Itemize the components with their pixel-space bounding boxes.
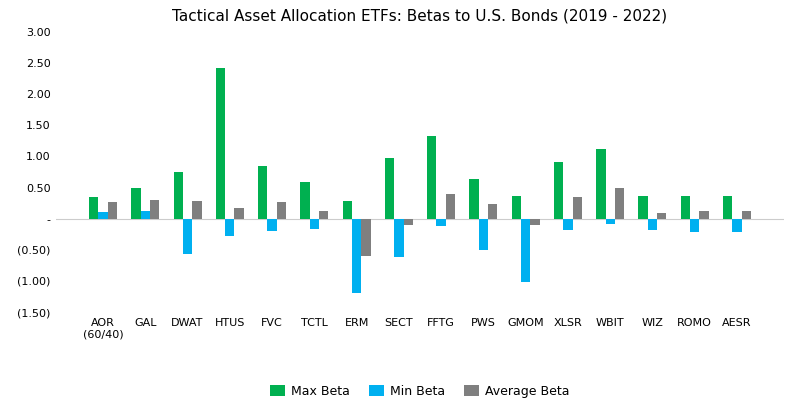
Bar [267, 219, 277, 231]
Bar [234, 208, 244, 219]
Bar [385, 158, 394, 219]
Bar [192, 201, 202, 219]
Bar [394, 219, 403, 257]
Bar [310, 219, 319, 229]
Bar [732, 219, 742, 232]
Bar [596, 149, 606, 219]
Bar [216, 68, 225, 219]
Bar [563, 219, 573, 230]
Bar [742, 211, 751, 219]
Bar [437, 219, 446, 226]
Bar [98, 212, 108, 219]
Bar [141, 210, 150, 219]
Bar [606, 219, 615, 224]
Bar [554, 162, 563, 219]
Bar [470, 180, 478, 219]
Bar [573, 197, 582, 219]
Bar [89, 197, 98, 219]
Bar [657, 213, 666, 219]
Bar [681, 196, 690, 219]
Bar [342, 201, 352, 219]
Bar [427, 136, 437, 219]
Bar [319, 210, 328, 219]
Bar [512, 196, 521, 219]
Bar [446, 194, 455, 219]
Bar [488, 204, 498, 219]
Bar [131, 188, 141, 219]
Bar [150, 200, 159, 219]
Title: Tactical Asset Allocation ETFs: Betas to U.S. Bonds (2019 - 2022): Tactical Asset Allocation ETFs: Betas to… [173, 9, 667, 24]
Bar [690, 219, 699, 232]
Bar [615, 188, 624, 219]
Bar [225, 219, 234, 236]
Bar [352, 219, 362, 293]
Bar [478, 219, 488, 250]
Bar [699, 211, 709, 219]
Bar [183, 219, 192, 254]
Bar [648, 219, 657, 230]
Bar [258, 166, 267, 219]
Bar [300, 182, 310, 219]
Bar [723, 196, 732, 219]
Legend: Max Beta, Min Beta, Average Beta: Max Beta, Min Beta, Average Beta [265, 380, 575, 400]
Bar [277, 202, 286, 219]
Bar [530, 219, 540, 225]
Bar [362, 219, 370, 256]
Bar [403, 219, 413, 225]
Bar [108, 202, 117, 219]
Bar [521, 219, 530, 282]
Bar [174, 172, 183, 219]
Bar [638, 196, 648, 219]
